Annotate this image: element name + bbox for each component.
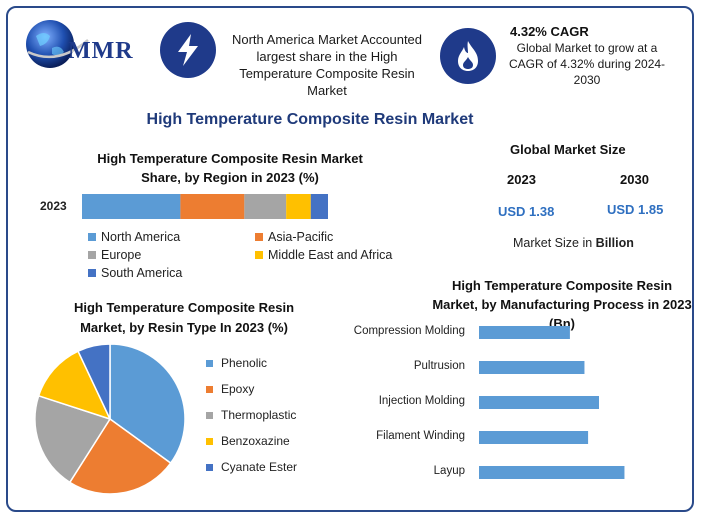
- legend-label: Middle East and Africa: [268, 248, 393, 262]
- process-bar-injection-molding: [479, 396, 599, 409]
- pie-legend-item-phenolic: Phenolic: [206, 356, 267, 370]
- legend-label: Benzoxazine: [221, 434, 290, 448]
- legend-label: Europe: [101, 248, 142, 262]
- legend-swatch: [206, 359, 213, 367]
- pie-slice-epoxy: [68, 417, 172, 495]
- pie-legend-item-cyanate-ester: Cyanate Ester: [206, 460, 297, 474]
- region-bar-segment-asia-pacific: [180, 194, 245, 219]
- region-legend-item-north-america: North America: [88, 230, 180, 244]
- process-label-injection-molding: Injection Molding: [378, 395, 465, 407]
- region-legend-item-south-america: South America: [88, 266, 182, 280]
- fire-badge: [440, 28, 496, 84]
- legend-label: Thermoplastic: [221, 408, 297, 422]
- process-label-filament-winding: Filament Winding: [376, 430, 465, 442]
- process-chart-title: High Temperature Composite Resin Market,…: [432, 278, 692, 331]
- resin-type-pie-chart: [34, 343, 186, 495]
- legend-swatch: [88, 233, 96, 241]
- legend-swatch: [88, 251, 96, 259]
- legend-swatch: [206, 437, 213, 445]
- region-stacked-bar-chart: [82, 194, 328, 219]
- logo-text: MMR: [68, 38, 134, 64]
- flame-icon: [458, 41, 478, 71]
- process-label-layup: Layup: [433, 465, 465, 477]
- legend-label: Asia-Pacific: [268, 230, 334, 244]
- legend-label: Phenolic: [221, 356, 268, 370]
- process-bar-pultrusion: [479, 361, 585, 374]
- pie-legend-item-benzoxazine: Benzoxazine: [206, 434, 290, 448]
- region-bar-segment-north-america: [82, 194, 181, 219]
- process-bar-chart: [479, 326, 625, 479]
- logo: MMR: [22, 14, 152, 74]
- market-size-note-prefix: Market Size in: [513, 236, 596, 250]
- pie-chart-title: High Temperature Composite Resin Market,…: [73, 300, 295, 335]
- market-size-value-2030: USD 1.85: [607, 202, 664, 217]
- market-size-year-2023: 2023: [507, 172, 536, 187]
- region-bar-segment-middle-east-and-africa: [286, 194, 311, 219]
- legend-label: North America: [101, 230, 181, 244]
- legend-swatch: [255, 233, 263, 241]
- globe-icon: [26, 20, 89, 68]
- pie-slice-thermoplastic: [34, 394, 112, 484]
- market-size-note: Market Size in Billion: [513, 236, 634, 250]
- region-chart-year-label: 2023: [40, 199, 67, 213]
- bolt-badge: [160, 22, 216, 78]
- process-bar-compression-molding: [479, 326, 570, 339]
- region-bar-segment-south-america: [310, 194, 328, 219]
- process-label-compression-molding: Compression Molding: [353, 325, 465, 337]
- region-callout: North America Market Accounted largest s…: [231, 32, 423, 98]
- region-legend-item-asia-pacific: Asia-Pacific: [255, 230, 333, 244]
- region-legend-item-europe: Europe: [88, 248, 141, 262]
- pie-slice-cyanate-ester: [77, 343, 111, 420]
- process-label-pultrusion: Pultrusion: [413, 360, 465, 372]
- market-size-value-2023: USD 1.38: [498, 204, 555, 219]
- pie-slice-phenolic: [109, 343, 186, 465]
- legend-swatch: [206, 385, 213, 393]
- market-size-title: Global Market Size: [510, 142, 626, 157]
- region-bar-segment-europe: [244, 194, 287, 219]
- legend-label: Epoxy: [221, 382, 255, 396]
- pie-legend-item-thermoplastic: Thermoplastic: [206, 408, 296, 422]
- legend-swatch: [206, 463, 213, 471]
- legend-swatch: [88, 269, 96, 277]
- process-bar-layup: [479, 466, 625, 479]
- infographic-frame: [6, 6, 694, 512]
- legend-label: South America: [101, 266, 183, 280]
- market-size-year-2030: 2030: [620, 172, 649, 187]
- lightning-bolt-icon: [178, 34, 198, 66]
- region-legend-item-middle-east-and-africa: Middle East and Africa: [255, 248, 392, 262]
- legend-swatch: [255, 251, 263, 259]
- cagr-title: 4.32% CAGR: [510, 24, 589, 39]
- cagr-text: Global Market to grow at a CAGR of 4.32%…: [508, 41, 666, 87]
- legend-label: Cyanate Ester: [221, 460, 298, 474]
- legend-swatch: [206, 411, 213, 419]
- pie-slice-benzoxazine: [37, 350, 112, 421]
- region-chart-title: High Temperature Composite Resin Market …: [97, 151, 363, 185]
- market-size-note-unit: Billion: [595, 236, 634, 250]
- main-title: High Temperature Composite Resin Market: [146, 111, 474, 128]
- pie-legend-item-epoxy: Epoxy: [206, 382, 254, 396]
- process-bar-filament-winding: [479, 431, 589, 444]
